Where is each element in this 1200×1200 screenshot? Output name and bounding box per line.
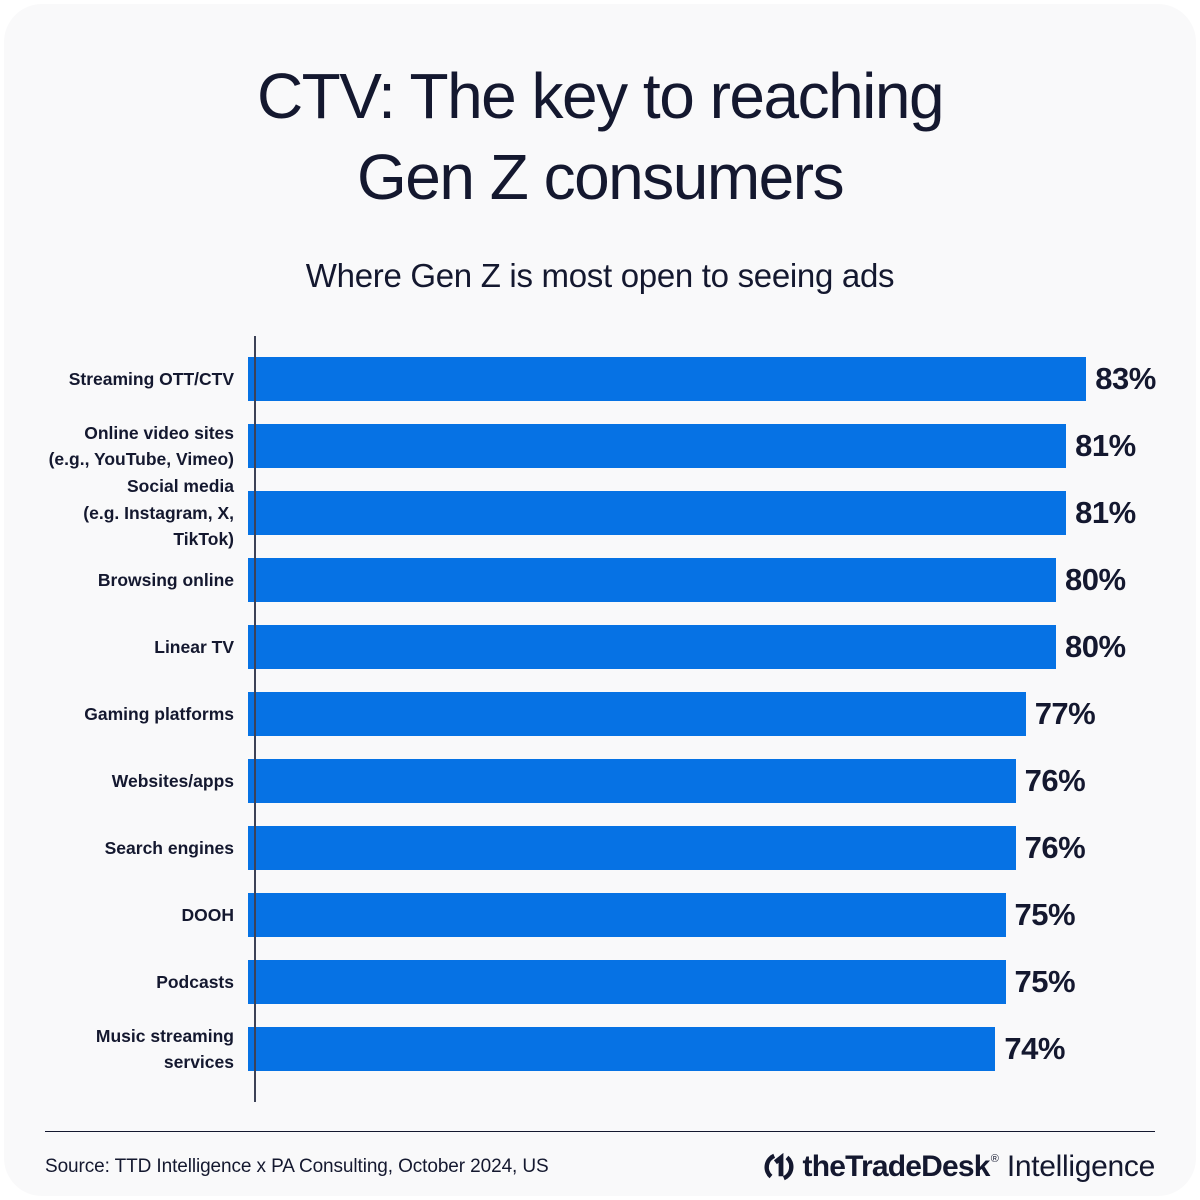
chart-row: Search engines 76% <box>32 814 1196 881</box>
category-label: DOOH <box>181 904 235 925</box>
category-label: Websites/apps <box>111 770 234 791</box>
bar-chart: Streaming OTT/CTV 83% Online video sites… <box>32 336 1196 1103</box>
value-label: 83% <box>1095 360 1156 396</box>
chart-row: Linear TV 80% <box>32 613 1196 680</box>
chart-row: DOOH 75% <box>32 881 1196 948</box>
page-title: CTV: The key to reaching Gen Z consumers <box>256 60 945 213</box>
value-label: 81% <box>1075 427 1136 463</box>
bar <box>248 490 1067 535</box>
category-label: Browsing online <box>97 569 234 590</box>
chart-row: Social media (e.g. Instagram, X, TikTok)… <box>32 476 1196 549</box>
brand-name: theTradeDesk <box>802 1150 991 1183</box>
value-label: 75% <box>1014 896 1076 932</box>
category-label: Music streaming services <box>95 1025 234 1072</box>
bar <box>248 959 1006 1004</box>
category-label: Gaming platforms <box>84 703 234 724</box>
bar-track: 75% <box>244 881 1076 948</box>
category-label: Online video sites (e.g., YouTube, Vimeo… <box>48 422 234 469</box>
footer: Source: TTD Intelligence x PA Consulting… <box>45 1131 1155 1184</box>
bar <box>248 356 1087 401</box>
bar <box>248 1026 996 1071</box>
bar-track: 77% <box>244 680 1096 747</box>
bar-track: 83% <box>244 345 1156 412</box>
chart-row: Online video sites (e.g., YouTube, Vimeo… <box>32 412 1196 479</box>
bar <box>248 557 1056 602</box>
tradedesk-logo-icon <box>764 1152 794 1181</box>
bar-track: 80% <box>244 613 1126 680</box>
value-label: 81% <box>1075 494 1136 530</box>
bar <box>248 624 1056 669</box>
value-label: 76% <box>1024 762 1086 798</box>
bar-track: 75% <box>244 948 1076 1015</box>
chart-subtitle: Where Gen Z is most open to seeing ads <box>305 257 895 295</box>
brand-product: Intelligence <box>1006 1150 1155 1183</box>
chart-row: Browsing online 80% <box>32 546 1196 613</box>
infographic-card: CTV: The key to reaching Gen Z consumers… <box>4 4 1196 1196</box>
chart-row: Podcasts 75% <box>32 948 1196 1015</box>
category-label: Streaming OTT/CTV <box>68 368 234 389</box>
category-label: Podcasts <box>156 971 234 992</box>
category-label: Linear TV <box>154 636 234 657</box>
bar <box>248 423 1067 468</box>
value-label: 80% <box>1065 561 1126 597</box>
brand-logo: theTradeDesk ® Intelligence <box>763 1150 1155 1184</box>
bar-track: 80% <box>244 546 1126 613</box>
value-label: 76% <box>1024 829 1086 865</box>
value-label: 74% <box>1004 1030 1065 1066</box>
chart-rows: Streaming OTT/CTV 83% Online video sites… <box>32 345 1196 1082</box>
bar-track: 76% <box>244 747 1086 814</box>
chart-row: Websites/apps 76% <box>32 747 1196 814</box>
chart-row: Music streaming services 74% <box>32 1015 1196 1082</box>
registered-trademark-symbol: ® <box>990 1153 999 1165</box>
value-label: 77% <box>1034 695 1096 731</box>
bar <box>248 691 1026 736</box>
y-axis-line <box>254 336 256 1103</box>
bar-track: 76% <box>244 814 1086 881</box>
value-label: 80% <box>1065 628 1126 664</box>
bar <box>248 892 1006 937</box>
chart-row: Streaming OTT/CTV 83% <box>32 345 1196 412</box>
bar-track: 81% <box>244 479 1136 546</box>
chart-row: Gaming platforms 77% <box>32 680 1196 747</box>
category-label: Search engines <box>104 837 234 858</box>
source-text: Source: TTD Intelligence x PA Consulting… <box>45 1156 549 1177</box>
category-label: Social media (e.g. Instagram, X, TikTok) <box>83 476 234 549</box>
value-label: 75% <box>1014 963 1076 999</box>
bar <box>248 825 1016 870</box>
bar-track: 81% <box>244 412 1136 479</box>
bar <box>248 758 1016 803</box>
bar-track: 74% <box>244 1015 1065 1082</box>
